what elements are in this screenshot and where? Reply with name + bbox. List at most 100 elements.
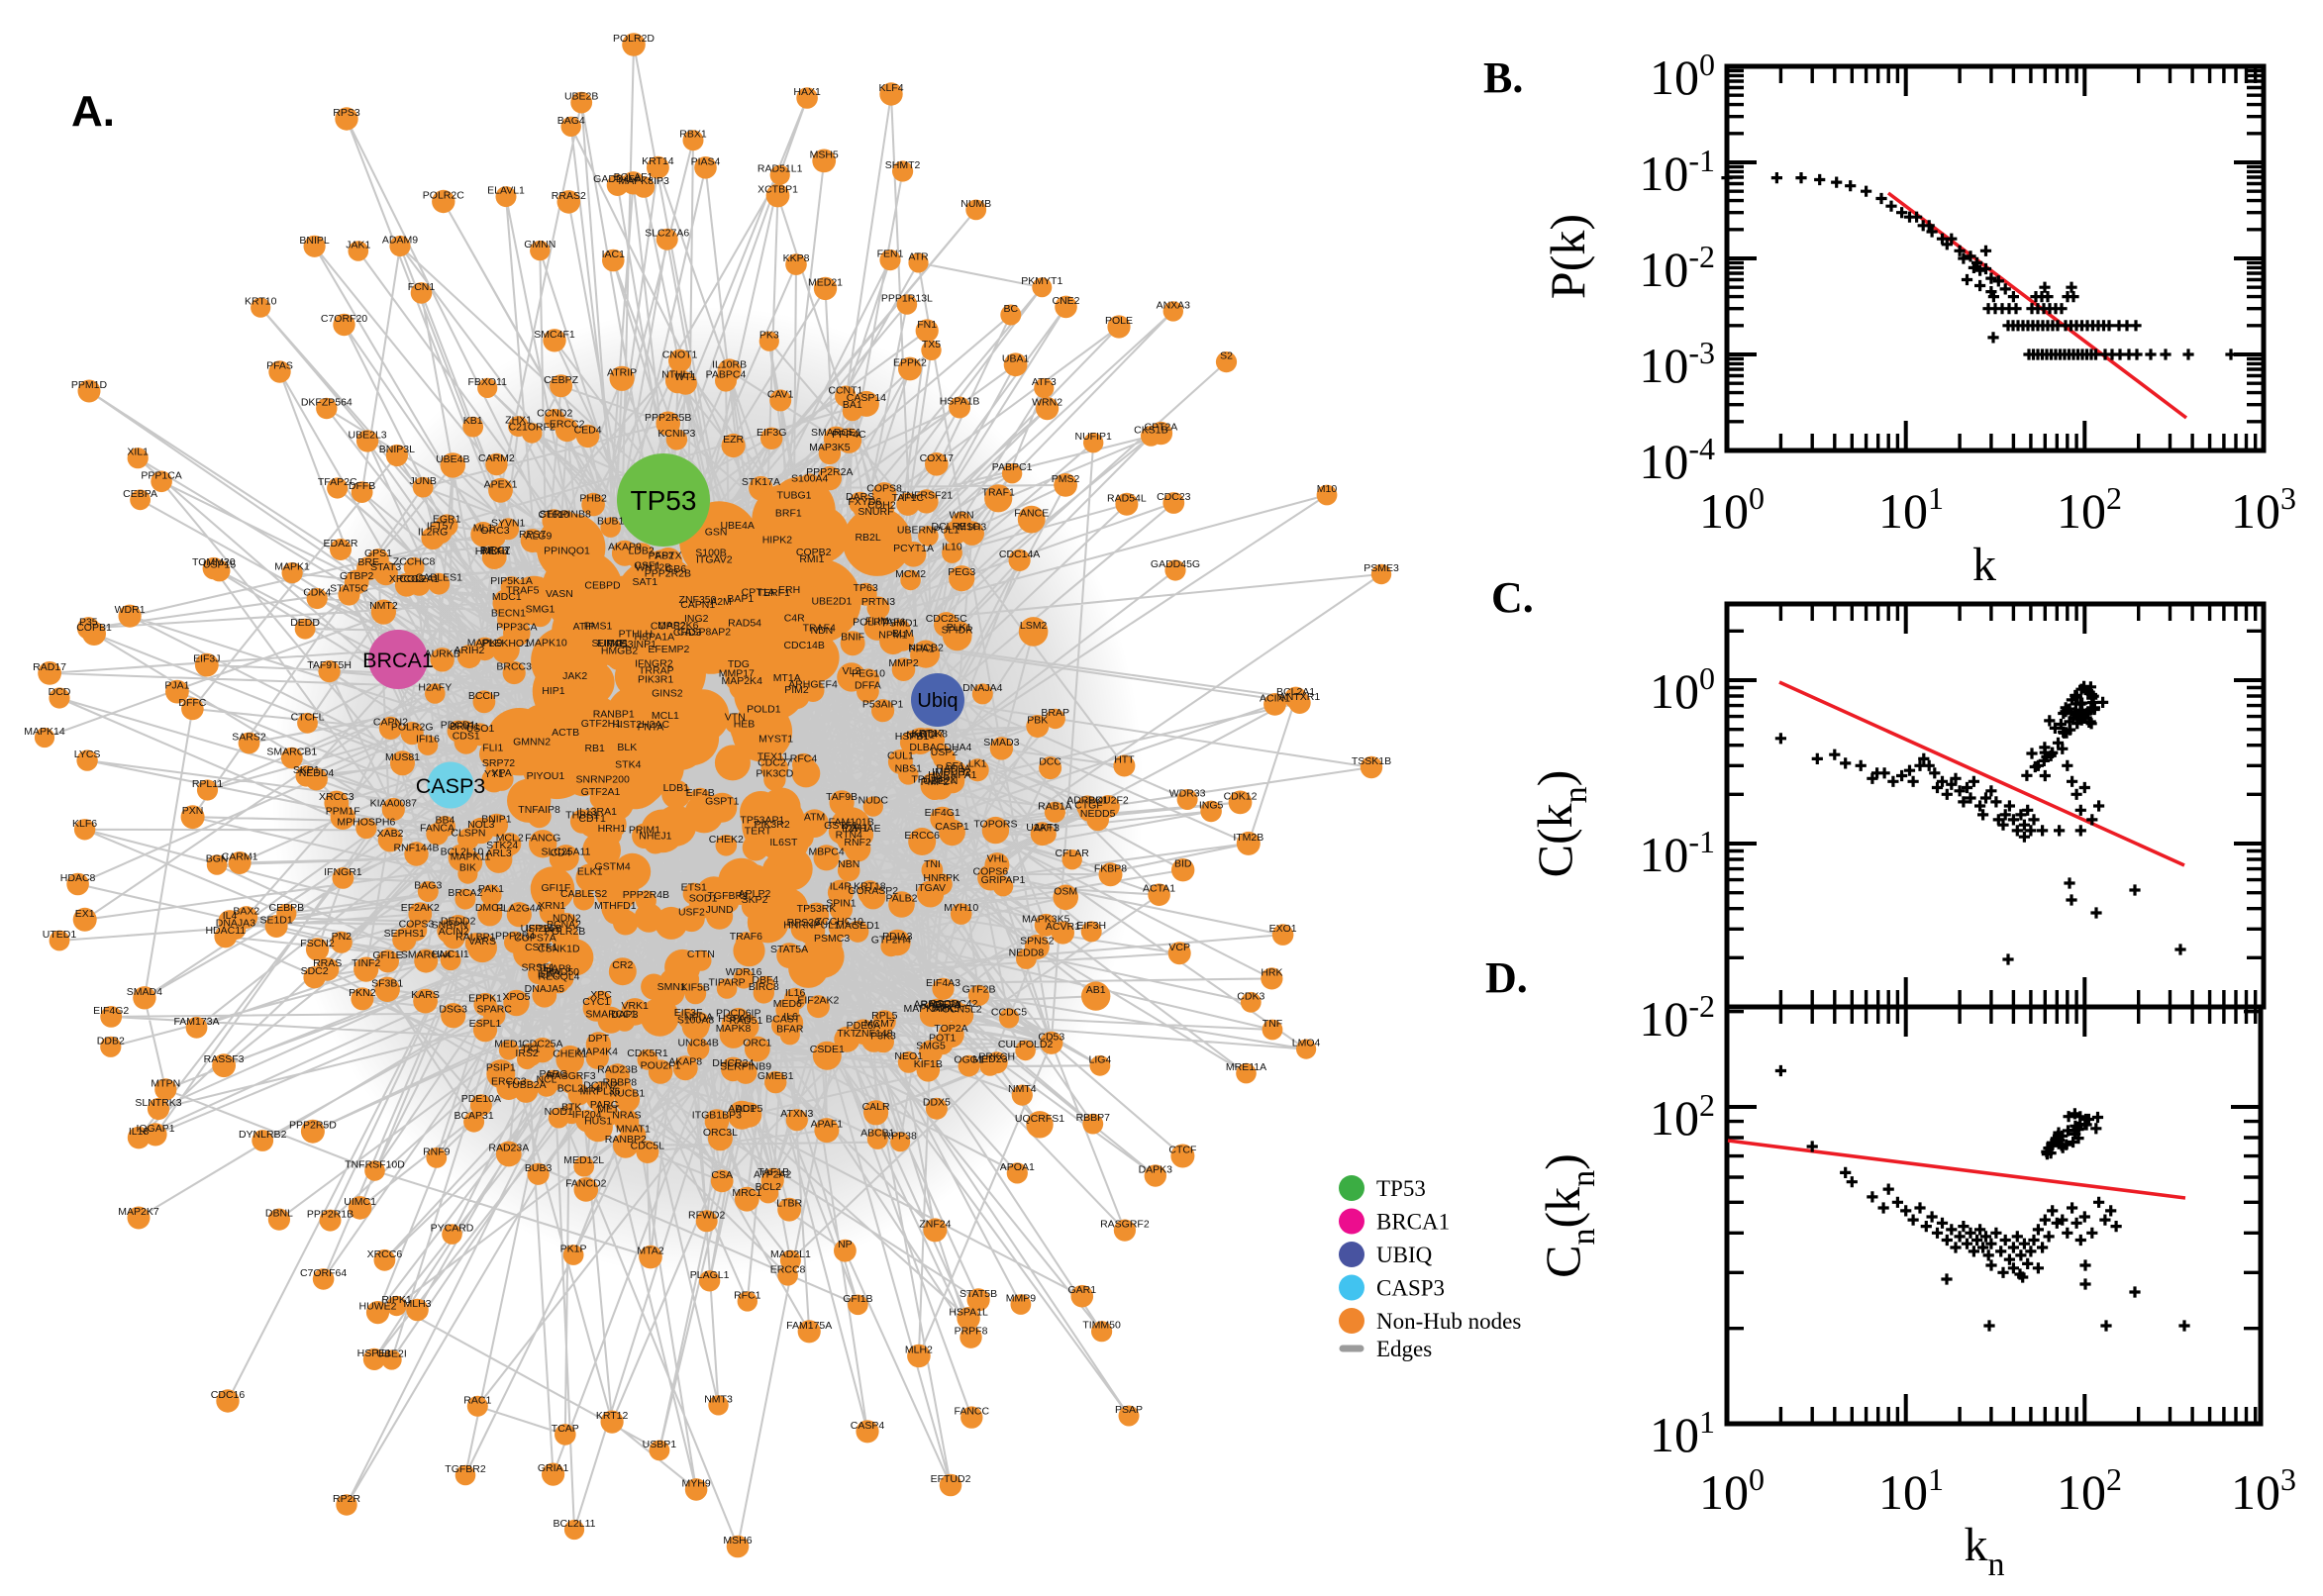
- svg-text:SMN1: SMN1: [657, 981, 686, 993]
- svg-text:ORC3L: ORC3L: [703, 1127, 738, 1139]
- svg-text:P(k): P(k): [1540, 214, 1595, 299]
- svg-text:SRSF1: SRSF1: [521, 962, 555, 974]
- svg-text:DBNL: DBNL: [265, 1208, 293, 1220]
- svg-text:RPS29: RPS29: [787, 917, 820, 929]
- svg-text:SNRPN: SNRPN: [432, 919, 468, 931]
- svg-text:PDIA3: PDIA3: [882, 931, 913, 943]
- svg-text:FAM101B: FAM101B: [829, 817, 874, 829]
- svg-text:RASGRF2: RASGRF2: [1100, 1219, 1150, 1231]
- svg-text:THAP8: THAP8: [538, 963, 571, 975]
- svg-text:SMAD3: SMAD3: [983, 737, 1019, 748]
- svg-text:PYCARD: PYCARD: [431, 1223, 474, 1235]
- svg-text:Ubiq: Ubiq: [917, 690, 958, 712]
- svg-text:BCAP31: BCAP31: [454, 1110, 493, 1122]
- svg-text:ANTXR1: ANTXR1: [1279, 691, 1321, 703]
- svg-text:DSG3: DSG3: [439, 1004, 467, 1016]
- svg-text:MAD2L1: MAD2L1: [770, 1248, 811, 1260]
- svg-text:NUMB: NUMB: [960, 198, 991, 210]
- svg-text:IFNGR1: IFNGR1: [324, 866, 362, 878]
- svg-text:FZR1: FZR1: [842, 823, 867, 835]
- svg-text:MSH6: MSH6: [723, 1535, 752, 1546]
- svg-text:DAPK3: DAPK3: [1139, 1164, 1173, 1176]
- svg-text:IFI204: IFI204: [572, 1109, 602, 1121]
- svg-text:COPS8: COPS8: [866, 483, 902, 495]
- svg-text:NPM1: NPM1: [878, 629, 907, 641]
- svg-text:KIF1B: KIF1B: [914, 1058, 943, 1070]
- svg-text:PPM1F: PPM1F: [326, 805, 360, 817]
- svg-text:TEX11: TEX11: [758, 751, 788, 763]
- svg-text:WDR1: WDR1: [115, 604, 146, 616]
- svg-text:VRK1: VRK1: [621, 1000, 649, 1012]
- svg-text:KARS: KARS: [411, 989, 440, 1001]
- svg-text:PRKCH: PRKCH: [978, 1050, 1015, 1062]
- svg-text:RPL5: RPL5: [871, 1010, 897, 1022]
- svg-text:OGG1: OGG1: [954, 1054, 984, 1066]
- svg-text:DCC: DCC: [1039, 756, 1061, 768]
- svg-text:PPA1: PPA1: [909, 644, 935, 655]
- svg-text:MRE11A: MRE11A: [1226, 1061, 1266, 1073]
- svg-text:ML1: ML1: [473, 523, 494, 535]
- svg-text:RPP38: RPP38: [884, 1130, 917, 1142]
- svg-text:GSTF1: GSTF1: [824, 820, 858, 832]
- svg-text:UBE2L3: UBE2L3: [349, 429, 387, 441]
- svg-text:FN1: FN1: [917, 319, 937, 331]
- svg-text:TP53BP2: TP53BP2: [911, 774, 956, 786]
- svg-text:SDC2: SDC2: [301, 965, 329, 977]
- svg-text:HAX1: HAX1: [793, 86, 821, 98]
- svg-text:MNAT1: MNAT1: [616, 1124, 651, 1136]
- svg-text:CPT2A: CPT2A: [1144, 422, 1177, 434]
- svg-text:FNTA: FNTA: [638, 722, 664, 734]
- svg-text:TGFBR1: TGFBR1: [707, 890, 749, 902]
- svg-text:BFAR: BFAR: [776, 1023, 804, 1035]
- svg-text:TP63: TP63: [854, 582, 878, 594]
- svg-text:XPO5: XPO5: [502, 991, 530, 1003]
- svg-text:EPPK1: EPPK1: [468, 993, 502, 1005]
- svg-text:SLC25A11: SLC25A11: [541, 846, 590, 857]
- svg-text:RIPK1: RIPK1: [381, 1294, 412, 1306]
- svg-text:BLK: BLK: [617, 742, 637, 753]
- svg-text:PLA2G4A: PLA2G4A: [496, 903, 543, 915]
- svg-text:FAM173A: FAM173A: [173, 1016, 219, 1028]
- svg-text:CSTF1: CSTF1: [525, 942, 557, 953]
- svg-text:KCNIP3: KCNIP3: [657, 428, 695, 440]
- svg-text:SKP1: SKP1: [293, 764, 320, 776]
- svg-text:DFFC: DFFC: [178, 697, 206, 709]
- svg-text:PTHLH: PTHLH: [619, 629, 653, 641]
- svg-text:HUWE2: HUWE2: [359, 1301, 397, 1313]
- svg-text:MCL2: MCL2: [496, 833, 524, 845]
- svg-text:TIPARP: TIPARP: [709, 977, 746, 989]
- svg-text:EIF4A3: EIF4A3: [926, 977, 960, 989]
- svg-text:GTF2H4: GTF2H4: [871, 935, 911, 947]
- svg-text:AB1: AB1: [1086, 984, 1106, 996]
- svg-text:NMT3: NMT3: [704, 1393, 733, 1405]
- svg-text:KLF6: KLF6: [72, 818, 97, 830]
- svg-text:UBE2D1: UBE2D1: [811, 595, 852, 607]
- svg-text:CDC27: CDC27: [758, 756, 792, 768]
- svg-text:CDK8: CDK8: [920, 729, 948, 741]
- svg-text:PEX5: PEX5: [481, 546, 508, 557]
- svg-text:CASP4: CASP4: [851, 1420, 885, 1432]
- svg-text:MED23: MED23: [972, 1053, 1007, 1065]
- svg-text:UBE4A: UBE4A: [720, 520, 754, 532]
- svg-text:PN2: PN2: [332, 931, 353, 943]
- svg-text:APTX: APTX: [655, 549, 681, 561]
- svg-text:FKBP8: FKBP8: [1094, 862, 1127, 874]
- svg-text:RAC1: RAC1: [463, 1394, 491, 1406]
- svg-text:CAPN1: CAPN1: [680, 599, 715, 611]
- svg-text:A2M: A2M: [710, 596, 732, 608]
- svg-text:PMS1: PMS1: [584, 620, 613, 632]
- svg-text:PFS2: PFS2: [649, 549, 674, 561]
- svg-text:BRAP: BRAP: [1041, 707, 1069, 719]
- svg-text:HUS1: HUS1: [584, 1115, 612, 1127]
- svg-text:SMARCE1: SMARCE1: [811, 427, 861, 439]
- svg-text:MAP2K6: MAP2K6: [657, 620, 699, 632]
- svg-text:TDG: TDG: [728, 658, 750, 670]
- svg-text:EIF3J: EIF3J: [193, 653, 220, 665]
- svg-text:VL2: VL2: [843, 665, 861, 677]
- svg-text:COPS3: COPS3: [399, 919, 435, 931]
- svg-text:USP2: USP2: [931, 747, 959, 758]
- svg-text:KIF5B: KIF5B: [681, 981, 710, 993]
- svg-text:MAGED1: MAGED1: [836, 920, 880, 932]
- svg-text:WNT2B: WNT2B: [636, 561, 672, 573]
- svg-text:TRAF5: TRAF5: [506, 584, 539, 596]
